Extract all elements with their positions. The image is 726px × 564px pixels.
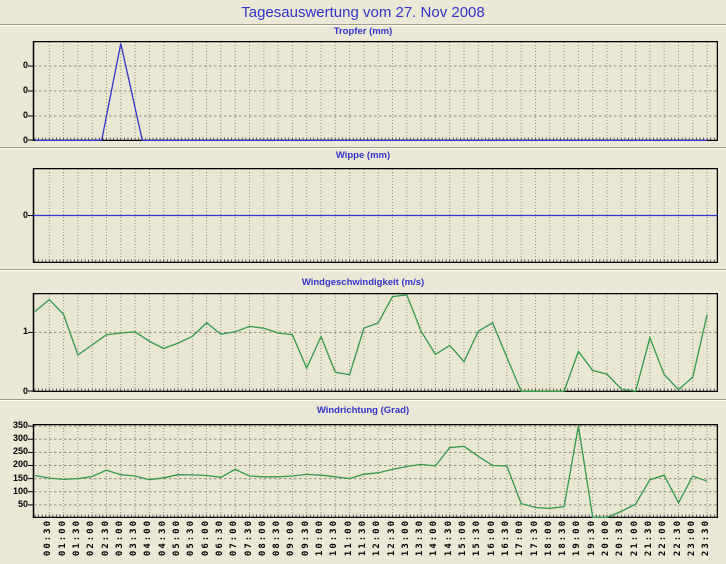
wippe-chart bbox=[28, 168, 718, 263]
section-divider bbox=[0, 24, 726, 26]
x-axis-tick-label: 06:00 bbox=[200, 519, 211, 557]
plot-border bbox=[32, 424, 718, 518]
y-axis-tick-label: 100 bbox=[12, 485, 28, 496]
plot-border bbox=[32, 293, 718, 392]
tropfer-chart bbox=[28, 41, 718, 141]
x-axis-tick-label: 12:30 bbox=[386, 519, 397, 557]
y-axis-tick-label: 200 bbox=[12, 459, 28, 470]
windrichtung-plot bbox=[27, 424, 718, 518]
x-axis-tick-label: 14:00 bbox=[429, 519, 440, 557]
x-axis-tick-label: 03:00 bbox=[114, 519, 125, 557]
x-axis-tick-label: 13:30 bbox=[415, 519, 426, 557]
windgeschwindigkeit-plot bbox=[27, 293, 718, 392]
y-axis-tick-label: 150 bbox=[12, 472, 28, 483]
x-axis-tick-label: 02:30 bbox=[100, 519, 111, 557]
x-axis-tick-label: 10:30 bbox=[329, 519, 340, 557]
page-title: Tagesauswertung vom 27. Nov 2008 bbox=[241, 4, 485, 21]
x-axis-tick-label: 09:30 bbox=[300, 519, 311, 557]
x-axis-tick-label: 04:00 bbox=[143, 519, 154, 557]
x-axis-tick-label: 07:30 bbox=[243, 519, 254, 557]
series-line bbox=[34, 425, 708, 518]
x-axis-tick-label: 02:00 bbox=[86, 519, 97, 557]
x-axis-tick-label: 14:30 bbox=[443, 519, 454, 557]
x-axis-tick-label: 23:30 bbox=[701, 519, 712, 557]
x-axis-tick-label: 10:00 bbox=[315, 519, 325, 557]
x-axis-tick-label: 11:00 bbox=[343, 519, 354, 557]
chart-title-windrichtung: Windrichtung (Grad) bbox=[316, 405, 410, 416]
x-axis-tick-label: 15:00 bbox=[458, 519, 468, 557]
windrichtung-chart bbox=[28, 424, 718, 518]
x-axis-tick-label: 15:30 bbox=[472, 519, 483, 557]
x-axis-tick-label: 04:30 bbox=[157, 519, 168, 557]
x-axis-tick-label: 22:30 bbox=[672, 519, 683, 557]
x-axis-tick-label: 05:30 bbox=[186, 519, 197, 557]
y-axis-tick-label: 50 bbox=[17, 498, 28, 509]
x-axis-tick-label: 21:00 bbox=[629, 519, 640, 557]
section-divider bbox=[0, 399, 726, 401]
windgeschwindigkeit-chart bbox=[28, 293, 718, 392]
x-axis-tick-label: 09:00 bbox=[286, 519, 297, 557]
x-axis-tick-label: 18:00 bbox=[543, 519, 554, 557]
x-axis-tick-label: 08:30 bbox=[272, 519, 283, 557]
x-axis-tick-label: 13:00 bbox=[400, 519, 411, 557]
x-axis-tick-label: 16:30 bbox=[500, 519, 511, 557]
x-axis-tick-label: 16:00 bbox=[486, 519, 497, 557]
tropfer-plot bbox=[27, 41, 718, 141]
y-axis-tick-label: 250 bbox=[12, 446, 28, 457]
x-axis-tick-label: 08:00 bbox=[257, 519, 268, 557]
chart-title-tropfer: Tropfer (mm) bbox=[333, 26, 393, 37]
x-axis-tick-label: 23:00 bbox=[686, 519, 697, 557]
y-axis-tick-label: 0 bbox=[22, 209, 28, 220]
wippe-plot bbox=[27, 168, 718, 263]
x-axis-tick-label: 20:00 bbox=[601, 519, 611, 557]
section-divider bbox=[0, 147, 726, 149]
y-axis-tick-label: 0 bbox=[22, 85, 28, 95]
x-axis-tick-label: 19:30 bbox=[586, 519, 597, 557]
x-axis-tick-label: 17:30 bbox=[529, 519, 540, 557]
plot-background bbox=[33, 293, 718, 392]
chart-title-wippe: Wippe (mm) bbox=[335, 150, 391, 161]
x-axis-tick-label: 01:30 bbox=[71, 519, 82, 557]
x-axis-tick-label: 00:30 bbox=[43, 519, 54, 557]
series-line bbox=[34, 294, 708, 392]
y-axis-tick-label: 1 bbox=[22, 326, 28, 337]
x-axis-tick-label: 18:30 bbox=[558, 519, 569, 557]
x-axis-tick-label: 17:00 bbox=[515, 519, 526, 557]
plot-background bbox=[33, 424, 718, 518]
x-axis-tick-label: 06:30 bbox=[214, 519, 225, 557]
y-axis-tick-label: 0 bbox=[22, 386, 28, 396]
x-axis-tick-label: 05:00 bbox=[172, 519, 182, 557]
chart-title-windgeschwindigkeit: Windgeschwindigkeit (m/s) bbox=[301, 277, 425, 288]
y-axis-tick-label: 300 bbox=[12, 433, 28, 444]
series-line bbox=[35, 43, 708, 141]
x-axis-tick-label: 07:00 bbox=[229, 519, 240, 557]
x-axis-tick-label: 01:00 bbox=[57, 519, 68, 557]
y-axis-tick-label: 350 bbox=[12, 420, 28, 431]
x-axis-tick-label: 19:00 bbox=[572, 519, 583, 557]
x-axis-tick-label: 21:30 bbox=[643, 519, 654, 557]
x-axis-tick-label: 20:30 bbox=[615, 519, 626, 557]
y-axis-tick-label: 0 bbox=[22, 135, 28, 145]
y-axis-tick-label: 0 bbox=[22, 110, 28, 120]
x-axis-tick-label: 12:00 bbox=[372, 519, 383, 557]
section-divider bbox=[0, 269, 726, 271]
x-axis-tick-label: 11:30 bbox=[357, 519, 368, 557]
x-axis-tick-label: 22:00 bbox=[658, 519, 669, 557]
y-axis-tick-label: 0 bbox=[22, 60, 28, 70]
x-axis-tick-label: 03:30 bbox=[129, 519, 140, 557]
